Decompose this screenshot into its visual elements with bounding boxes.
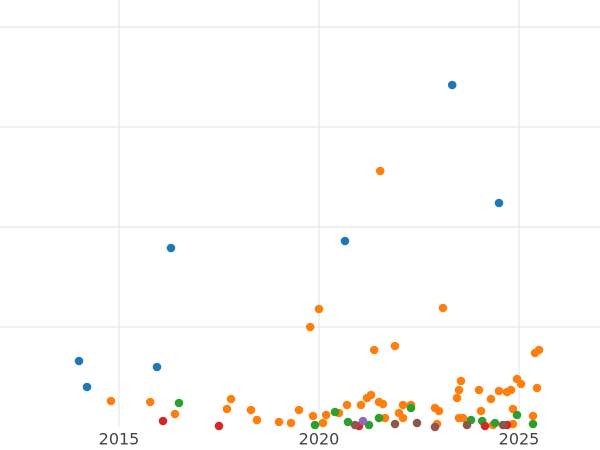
point — [494, 198, 504, 208]
point — [321, 410, 331, 420]
point — [222, 404, 232, 414]
point — [305, 322, 315, 332]
point — [456, 376, 466, 386]
point — [74, 356, 84, 366]
point — [274, 417, 284, 427]
point — [390, 341, 400, 351]
x-tick-label: 2025 — [499, 430, 540, 449]
point — [430, 422, 440, 432]
point — [314, 304, 324, 314]
point — [366, 390, 376, 400]
point — [356, 400, 366, 410]
point — [158, 416, 168, 426]
point — [458, 413, 468, 423]
point — [474, 385, 484, 395]
point — [406, 403, 416, 413]
point — [170, 409, 180, 419]
point — [506, 385, 516, 395]
point — [106, 396, 116, 406]
point — [310, 420, 320, 430]
point — [486, 394, 496, 404]
point — [330, 407, 340, 417]
point — [252, 415, 262, 425]
point — [226, 394, 236, 404]
point — [82, 382, 92, 392]
point — [375, 166, 385, 176]
x-tick-label: 2020 — [299, 430, 340, 449]
point — [318, 418, 328, 428]
point — [512, 410, 522, 420]
point — [438, 303, 448, 313]
point — [374, 413, 384, 423]
point — [447, 80, 457, 90]
point — [390, 419, 400, 429]
point — [528, 419, 538, 429]
point — [380, 413, 390, 423]
point — [152, 362, 162, 372]
point — [378, 399, 388, 409]
point — [145, 397, 155, 407]
point — [452, 393, 462, 403]
point — [343, 417, 353, 427]
point — [530, 348, 540, 358]
point — [476, 406, 486, 416]
point — [462, 420, 472, 430]
point — [454, 385, 464, 395]
point — [528, 411, 538, 421]
point — [480, 421, 490, 431]
point — [358, 416, 368, 426]
point — [498, 420, 508, 430]
point — [398, 400, 408, 410]
point — [369, 345, 379, 355]
point — [308, 411, 318, 421]
x-tick-label: 2015 — [99, 430, 140, 449]
point — [214, 421, 224, 431]
point — [294, 405, 304, 415]
point — [340, 236, 350, 246]
point — [286, 418, 296, 428]
point — [342, 400, 352, 410]
point — [246, 405, 256, 415]
point — [516, 379, 526, 389]
point — [490, 418, 500, 428]
point — [398, 413, 408, 423]
point — [494, 386, 504, 396]
point — [166, 243, 176, 253]
point — [412, 418, 422, 428]
point — [350, 420, 360, 430]
point — [532, 383, 542, 393]
point — [434, 406, 444, 416]
point — [174, 398, 184, 408]
